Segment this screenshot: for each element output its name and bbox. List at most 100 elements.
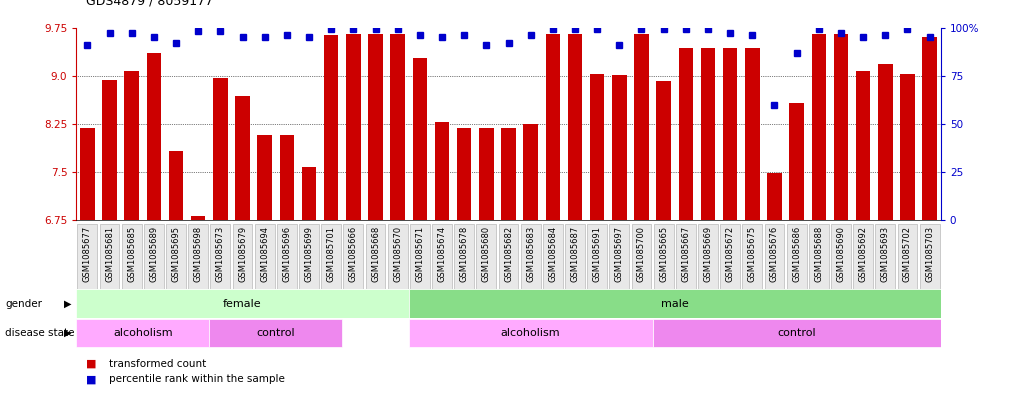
Text: ■: ■ [86,358,97,369]
Bar [590,74,604,220]
Text: GSM1085688: GSM1085688 [815,226,824,282]
FancyBboxPatch shape [299,224,319,289]
Bar [723,48,737,220]
Text: GSM1085686: GSM1085686 [792,226,801,282]
Bar [878,64,893,220]
Text: GSM1085666: GSM1085666 [349,226,358,282]
Bar [302,167,316,220]
FancyBboxPatch shape [166,224,186,289]
Bar [635,34,649,220]
Bar [280,135,294,220]
Text: GSM1085683: GSM1085683 [526,226,535,282]
Text: GSM1085694: GSM1085694 [260,226,270,281]
Bar [745,48,760,220]
FancyBboxPatch shape [676,224,696,289]
FancyBboxPatch shape [344,224,363,289]
FancyBboxPatch shape [410,224,430,289]
Text: GSM1085698: GSM1085698 [193,226,202,282]
Text: GSM1085701: GSM1085701 [326,226,336,281]
Bar [76,289,409,318]
Text: female: female [223,299,261,309]
FancyBboxPatch shape [365,224,385,289]
Bar [214,77,228,220]
Text: GSM1085674: GSM1085674 [437,226,446,282]
FancyBboxPatch shape [321,224,341,289]
Text: GSM1085676: GSM1085676 [770,226,779,282]
Bar [257,135,272,220]
Text: alcoholism: alcoholism [113,328,173,338]
Text: GSM1085668: GSM1085668 [371,226,380,282]
Text: GSM1085678: GSM1085678 [460,226,469,282]
FancyBboxPatch shape [876,224,895,289]
Bar [789,103,803,220]
FancyBboxPatch shape [919,224,940,289]
FancyBboxPatch shape [787,224,806,289]
Text: GSM1085684: GSM1085684 [548,226,557,282]
Text: GSM1085696: GSM1085696 [283,226,291,282]
Bar [501,128,516,220]
Bar [767,173,782,220]
Text: GSM1085690: GSM1085690 [836,226,845,281]
Bar [435,122,450,220]
Text: GSM1085695: GSM1085695 [172,226,181,281]
Text: ▶: ▶ [64,328,71,338]
FancyBboxPatch shape [188,224,208,289]
Bar [457,128,471,220]
Bar [524,125,538,220]
FancyBboxPatch shape [609,224,630,289]
Bar [546,34,560,220]
Text: ▶: ▶ [64,299,71,309]
FancyBboxPatch shape [565,224,585,289]
Bar [76,319,210,347]
FancyBboxPatch shape [698,224,718,289]
Bar [80,128,95,220]
FancyBboxPatch shape [632,224,652,289]
Text: GSM1085699: GSM1085699 [304,226,313,281]
Text: GSM1085667: GSM1085667 [681,226,691,282]
Text: GSM1085673: GSM1085673 [216,226,225,282]
Bar [812,34,826,220]
Text: alcoholism: alcoholism [500,328,560,338]
Bar [210,319,343,347]
Bar [391,34,405,220]
Bar [701,48,715,220]
FancyBboxPatch shape [77,224,98,289]
Bar [856,71,871,220]
Text: GSM1085697: GSM1085697 [615,226,623,282]
Bar [612,75,626,220]
FancyBboxPatch shape [831,224,851,289]
Text: GSM1085687: GSM1085687 [571,226,580,282]
Bar [567,34,582,220]
FancyBboxPatch shape [742,224,763,289]
Bar [409,319,653,347]
Text: GSM1085682: GSM1085682 [504,226,513,282]
Bar [922,37,937,220]
Text: GSM1085671: GSM1085671 [415,226,424,282]
Text: control: control [256,328,295,338]
FancyBboxPatch shape [765,224,784,289]
Text: GSM1085691: GSM1085691 [593,226,602,281]
Bar [368,34,382,220]
FancyBboxPatch shape [254,224,275,289]
Bar [324,35,339,220]
FancyBboxPatch shape [476,224,496,289]
Bar [103,80,117,220]
Text: GSM1085689: GSM1085689 [149,226,159,282]
Text: GSM1085681: GSM1085681 [105,226,114,282]
Text: disease state: disease state [5,328,74,338]
Bar [346,34,361,220]
Text: GSM1085672: GSM1085672 [726,226,734,282]
FancyBboxPatch shape [387,224,408,289]
Text: GSM1085679: GSM1085679 [238,226,247,282]
Text: percentile rank within the sample: percentile rank within the sample [109,374,285,384]
FancyBboxPatch shape [455,224,474,289]
Bar [656,81,671,220]
Bar [678,48,693,220]
Text: GSM1085702: GSM1085702 [903,226,912,281]
FancyBboxPatch shape [122,224,141,289]
Bar [653,319,941,347]
Text: GSM1085703: GSM1085703 [925,226,935,282]
Bar [413,58,427,220]
Text: GSM1085685: GSM1085685 [127,226,136,282]
FancyBboxPatch shape [432,224,452,289]
